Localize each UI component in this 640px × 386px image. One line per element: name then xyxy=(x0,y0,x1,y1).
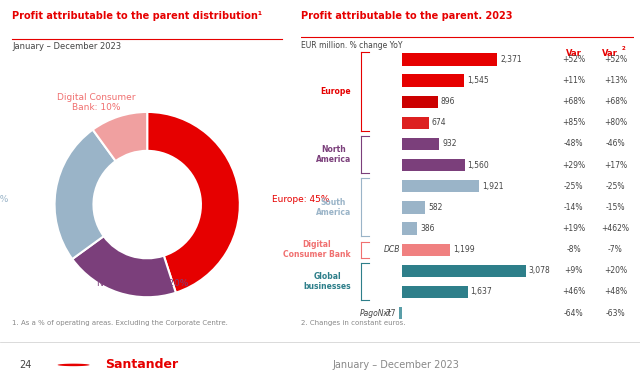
Text: +68%: +68% xyxy=(604,97,627,106)
Text: EUR million. % change YoY: EUR million. % change YoY xyxy=(301,41,403,49)
Wedge shape xyxy=(93,112,147,161)
Bar xyxy=(402,117,429,129)
Text: 896: 896 xyxy=(441,97,455,106)
Bar xyxy=(402,138,440,150)
Text: 2: 2 xyxy=(622,46,626,51)
Bar xyxy=(402,201,426,213)
Text: Digital
Consumer Bank: Digital Consumer Bank xyxy=(284,240,351,259)
Text: 1,199: 1,199 xyxy=(453,245,475,254)
Text: -77: -77 xyxy=(383,309,396,318)
Text: 932: 932 xyxy=(442,139,457,149)
Text: +68%: +68% xyxy=(562,97,585,106)
Text: +19%: +19% xyxy=(562,224,585,233)
Text: North
America: North America xyxy=(316,145,351,164)
Text: 1,921: 1,921 xyxy=(482,182,504,191)
Bar xyxy=(402,159,465,171)
Wedge shape xyxy=(72,236,176,297)
Text: South
America: South America xyxy=(316,198,351,217)
Text: -64%: -64% xyxy=(564,309,584,318)
Text: North America: 20%: North America: 20% xyxy=(97,279,188,288)
Wedge shape xyxy=(147,112,240,293)
Text: Global
businesses: Global businesses xyxy=(303,272,351,291)
Bar xyxy=(402,53,497,66)
Text: +52%: +52% xyxy=(604,55,627,64)
Text: 674: 674 xyxy=(432,119,447,127)
Text: Digital Consumer
Bank: 10%: Digital Consumer Bank: 10% xyxy=(57,93,136,112)
Text: Europe: Europe xyxy=(320,86,351,96)
Text: 3,078: 3,078 xyxy=(529,266,550,275)
Bar xyxy=(399,307,402,319)
Text: +46%: +46% xyxy=(562,288,586,296)
Text: Europe: 45%: Europe: 45% xyxy=(272,195,330,205)
Bar xyxy=(402,286,468,298)
Bar xyxy=(402,74,464,86)
Wedge shape xyxy=(54,130,116,259)
Text: Profit attributable to the parent distribution¹: Profit attributable to the parent distri… xyxy=(12,11,262,21)
Text: 2. Changes in constant euros.: 2. Changes in constant euros. xyxy=(301,320,405,326)
Bar xyxy=(402,180,479,192)
Text: -8%: -8% xyxy=(566,245,581,254)
Text: January – December 2023: January – December 2023 xyxy=(12,42,121,51)
Text: 1. As a % of operating areas. Excluding the Corporate Centre.: 1. As a % of operating areas. Excluding … xyxy=(12,320,228,326)
Text: 1,545: 1,545 xyxy=(467,76,488,85)
Bar xyxy=(402,222,417,235)
Text: Profit attributable to the parent. 2023: Profit attributable to the parent. 2023 xyxy=(301,11,512,21)
Text: +17%: +17% xyxy=(604,161,627,169)
Text: +11%: +11% xyxy=(562,76,585,85)
Bar xyxy=(402,244,450,256)
Text: -48%: -48% xyxy=(564,139,584,149)
Text: 24: 24 xyxy=(19,360,32,370)
Text: -25%: -25% xyxy=(564,182,584,191)
Text: 386: 386 xyxy=(420,224,435,233)
Text: +85%: +85% xyxy=(562,119,585,127)
Text: -46%: -46% xyxy=(605,139,625,149)
Text: January – December 2023: January – December 2023 xyxy=(333,360,460,370)
Text: +462%: +462% xyxy=(602,224,629,233)
Text: 1,637: 1,637 xyxy=(470,288,492,296)
Text: Santander: Santander xyxy=(106,359,179,371)
Text: +80%: +80% xyxy=(604,119,627,127)
Text: +20%: +20% xyxy=(604,266,627,275)
Text: 1,560: 1,560 xyxy=(467,161,489,169)
Text: South America: 25%: South America: 25% xyxy=(0,195,8,205)
Text: Var: Var xyxy=(602,49,618,58)
Text: -63%: -63% xyxy=(605,309,625,318)
Bar xyxy=(402,265,525,277)
Text: -25%: -25% xyxy=(605,182,625,191)
Text: -7%: -7% xyxy=(608,245,623,254)
Text: +48%: +48% xyxy=(604,288,627,296)
Text: +13%: +13% xyxy=(604,76,627,85)
Text: Var: Var xyxy=(566,49,582,58)
Text: +29%: +29% xyxy=(562,161,585,169)
Text: 2,371: 2,371 xyxy=(500,55,522,64)
Text: DCB: DCB xyxy=(384,245,400,254)
Text: PagoNxt: PagoNxt xyxy=(360,309,392,318)
Bar xyxy=(402,95,438,108)
Text: 582: 582 xyxy=(428,203,442,212)
Text: -15%: -15% xyxy=(605,203,625,212)
Text: +9%: +9% xyxy=(564,266,583,275)
Text: +52%: +52% xyxy=(562,55,585,64)
Wedge shape xyxy=(58,364,90,366)
Text: -14%: -14% xyxy=(564,203,584,212)
